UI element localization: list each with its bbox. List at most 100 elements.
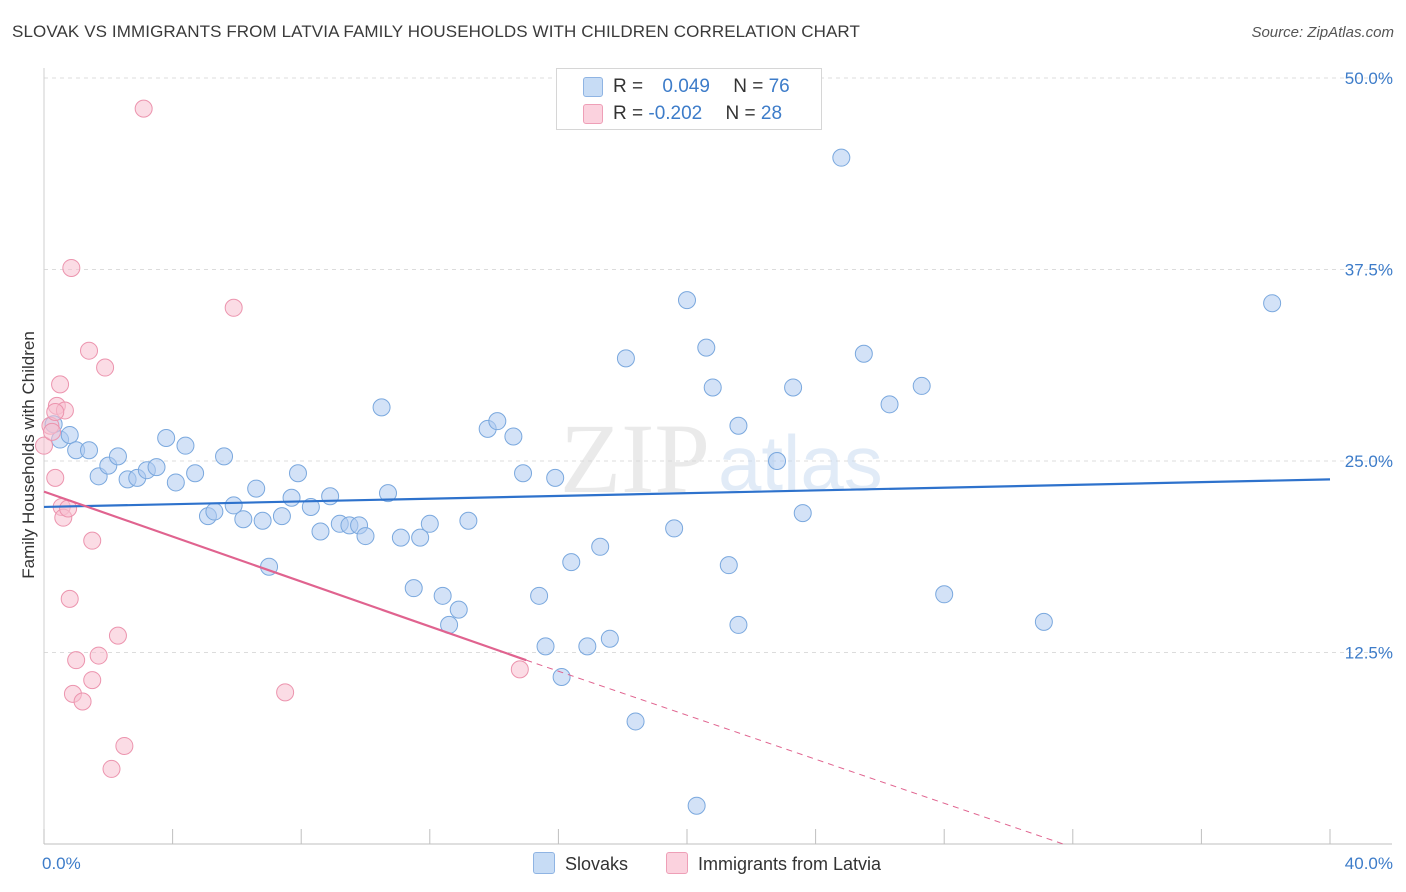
y-tick-label: 50.0%: [1345, 69, 1393, 88]
latvia-point: [62, 258, 81, 277]
slovak-point: [1263, 294, 1282, 313]
latvia-point: [134, 99, 153, 118]
legend-text-slovaks: R = 0.049 N = 76: [613, 76, 790, 98]
slovak-point: [546, 468, 565, 487]
slovak-point: [768, 452, 787, 470]
slovak-point: [253, 511, 272, 530]
y-tick-label: 25.0%: [1345, 452, 1393, 471]
x-tick-label: 0.0%: [42, 854, 81, 873]
slovak-point: [272, 507, 291, 526]
legend-r-value: -0.202: [648, 103, 703, 124]
bottom-legend-slovaks: Slovaks: [533, 852, 628, 875]
slovak-point: [854, 344, 873, 363]
slovak-point: [832, 148, 851, 167]
latvia-point: [46, 468, 65, 487]
legend: R = 0.049 N = 76 R = -0.202 N = 28: [556, 68, 822, 130]
slovak-point: [288, 464, 307, 483]
slovak-point: [321, 487, 340, 506]
y-tick-label: 37.5%: [1345, 261, 1393, 280]
slovak-point: [301, 497, 320, 516]
slovak-point: [626, 712, 645, 731]
slovak-point: [912, 376, 931, 395]
slovak-point: [678, 291, 696, 310]
legend-n-label: N =: [733, 76, 769, 97]
slovak-point: [552, 668, 571, 687]
slovak-point: [616, 349, 635, 368]
slovak-point: [60, 425, 79, 444]
slovak-point: [703, 378, 722, 397]
bottom-legend-label-latvia: Immigrants from Latvia: [698, 854, 882, 874]
chart-source: Source: ZipAtlas.com: [1251, 24, 1394, 41]
latvia-point: [510, 660, 529, 679]
latvia-point: [108, 626, 127, 645]
x-tick-label: 40.0%: [1345, 854, 1393, 873]
legend-n-value: 76: [768, 76, 790, 97]
grid-layer: [44, 77, 1392, 653]
slovak-point: [372, 398, 391, 417]
slovak-point: [784, 378, 803, 397]
slovak-point: [157, 429, 176, 448]
slovak-point: [697, 338, 716, 357]
slovak-point: [488, 412, 507, 431]
slovak-point: [391, 528, 410, 547]
slovak-point: [411, 528, 430, 547]
slovak-point: [80, 441, 99, 460]
slovak-point: [562, 553, 581, 572]
slovak-point: [578, 637, 597, 656]
slovak-point: [591, 537, 610, 556]
latvia-point: [67, 651, 86, 670]
slovak-point: [166, 473, 185, 492]
slovak-point: [356, 527, 375, 546]
legend-r-label: R =: [613, 76, 649, 97]
latvia-point: [83, 531, 102, 550]
slovak-point: [687, 796, 706, 815]
latvia-trend-extension: [526, 659, 1064, 845]
slovak-point: [729, 615, 748, 634]
legend-swatch-slovaks: [583, 77, 603, 97]
slovak-point: [247, 479, 266, 498]
slovak-point: [224, 496, 243, 515]
slovak-point: [880, 395, 899, 414]
latvia-point: [102, 759, 121, 778]
latvia-point: [89, 646, 108, 665]
latvia-trend-line: [43, 490, 527, 662]
latvia-point: [60, 589, 79, 608]
chart-title: SLOVAK VS IMMIGRANTS FROM LATVIA FAMILY …: [12, 22, 860, 41]
slovak-point: [459, 511, 478, 530]
bottom-legend-swatch-latvia: [666, 852, 688, 874]
latvia-point: [73, 692, 92, 711]
slovak-point: [719, 556, 738, 575]
slovak-point: [600, 629, 619, 648]
points-layer: [35, 99, 1282, 815]
slovak-point: [514, 464, 533, 483]
latvia-point: [83, 671, 102, 690]
legend-r-label: R =: [613, 103, 649, 124]
legend-n-value: 28: [760, 103, 783, 124]
latvia-point: [46, 402, 65, 421]
slovak-point: [205, 502, 224, 521]
slovak-point: [186, 464, 205, 483]
latvia-point: [224, 298, 243, 317]
slovak-point: [935, 585, 954, 604]
slovak-trend-line: [43, 478, 1331, 509]
bottom-legend-latvia: Immigrants from Latvia: [666, 852, 881, 875]
latvia-point: [115, 736, 134, 755]
legend-text-latvia: R = -0.202 N = 28: [613, 103, 782, 125]
latvia-point: [43, 422, 62, 441]
legend-swatch-latvia: [583, 104, 603, 124]
latvia-point: [35, 436, 53, 455]
latvia-point: [276, 683, 295, 702]
slovak-point: [665, 519, 684, 538]
slovak-point: [530, 586, 549, 605]
legend-n-label: N =: [725, 103, 761, 124]
slovak-point: [311, 522, 330, 541]
axis-layer: [43, 68, 1392, 845]
slovak-point: [729, 416, 748, 435]
slovak-point: [147, 458, 166, 477]
latvia-point: [51, 375, 70, 394]
label-layer: 12.5% 25.0% 37.5% 50.0% 0.0% 40.0%: [42, 69, 1393, 873]
slovak-point: [420, 514, 439, 533]
slovak-point: [449, 600, 468, 619]
slovak-point: [404, 579, 423, 598]
